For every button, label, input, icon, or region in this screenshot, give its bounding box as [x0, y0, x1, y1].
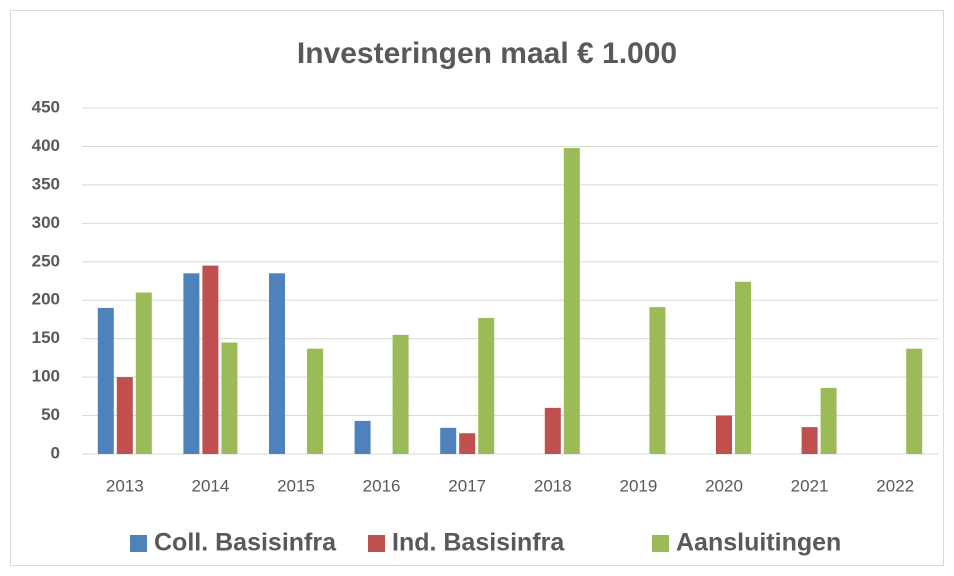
y-tick-label: 50: [41, 405, 60, 424]
bar: [202, 265, 219, 454]
bar: [801, 427, 818, 454]
x-tick-label: 2014: [191, 476, 229, 495]
y-tick-label: 400: [32, 136, 60, 155]
x-tick-label: 2018: [534, 476, 572, 495]
legend-swatch: [652, 535, 669, 552]
legend-label: Ind. Basisinfra: [392, 529, 565, 557]
y-tick-label: 150: [32, 328, 60, 347]
y-tick-label: 100: [32, 367, 60, 386]
bar: [478, 317, 495, 454]
y-tick-label: 0: [51, 443, 60, 462]
bar: [820, 387, 837, 454]
bar: [544, 407, 561, 454]
bar: [97, 307, 114, 454]
bar: [269, 273, 285, 454]
y-tick-label: 200: [32, 290, 60, 309]
x-tick-label: 2019: [619, 476, 657, 495]
x-tick-label: 2021: [791, 476, 829, 495]
legend-label: Coll. Basisinfra: [154, 529, 337, 557]
bar: [392, 334, 409, 454]
x-tick-label: 2022: [876, 476, 914, 495]
legend-label: Aansluitingen: [676, 529, 841, 557]
bar: [307, 348, 323, 454]
bar: [459, 433, 476, 454]
chart-title: Investeringen maal € 1.000: [297, 37, 677, 70]
y-tick-label: 350: [32, 174, 60, 193]
bar: [135, 292, 152, 454]
bar: [183, 273, 200, 454]
y-tick-label: 450: [32, 97, 60, 116]
bar: [354, 420, 371, 454]
legend-swatch: [130, 535, 147, 552]
bar: [735, 281, 751, 454]
bar: [906, 348, 923, 454]
bar: [440, 427, 457, 454]
x-tick-label: 2017: [448, 476, 486, 495]
bar: [116, 377, 133, 454]
x-tick-label: 2013: [106, 476, 144, 495]
bar: [563, 147, 580, 454]
x-tick-label: 2016: [363, 476, 401, 495]
bar: [221, 342, 238, 454]
bar: [649, 307, 666, 454]
chart-border: [10, 10, 944, 566]
y-tick-label: 250: [32, 251, 60, 270]
bar: [716, 415, 732, 454]
x-tick-label: 2020: [705, 476, 743, 495]
y-tick-label: 300: [32, 213, 60, 232]
x-tick-label: 2015: [277, 476, 315, 495]
legend-swatch: [368, 535, 385, 552]
